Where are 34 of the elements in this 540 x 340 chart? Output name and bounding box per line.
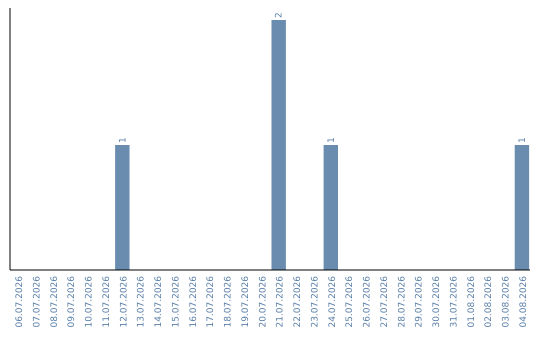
- x-tick-label: 04.08.2026: [518, 276, 529, 328]
- x-tick-label: 15.07.2026: [171, 276, 182, 328]
- data-label: 2: [274, 12, 285, 18]
- x-tick-label: 19.07.2026: [240, 276, 251, 328]
- x-tick-label: 18.07.2026: [224, 276, 234, 328]
- x-tick-label: 24.07.2026: [328, 276, 338, 328]
- x-tick-label: 01.08.2026: [466, 276, 477, 328]
- x-tick-label: 21.07.2026: [276, 276, 286, 328]
- x-tick-label: 06.07.2026: [15, 276, 26, 328]
- x-tick-label: 28.07.2026: [397, 276, 408, 328]
- x-tick-label: 03.08.2026: [502, 276, 512, 328]
- x-tick-label: 17.07.2026: [206, 276, 216, 328]
- x-tick-label: 22.07.2026: [293, 276, 304, 328]
- x-tick-label: 07.07.2026: [32, 276, 42, 328]
- x-tick-label: 26.07.2026: [362, 276, 373, 328]
- x-tick-label: 20.07.2026: [258, 276, 268, 328]
- x-tick-label: 02.08.2026: [484, 276, 494, 328]
- x-tick-label: 13.07.2026: [136, 276, 147, 328]
- x-tick-label: 11.07.2026: [102, 276, 112, 328]
- x-tick-label: 29.07.2026: [414, 276, 425, 328]
- x-tick-label: 16.07.2026: [188, 276, 199, 328]
- data-label: 1: [326, 137, 337, 143]
- data-label: 1: [518, 137, 528, 143]
- x-tick-label: 30.07.2026: [432, 276, 442, 328]
- x-tick-label: 09.07.2026: [67, 276, 78, 328]
- data-label: 1: [118, 137, 128, 143]
- x-tick-label: 31.07.2026: [449, 276, 460, 328]
- x-tick-label: 14.07.2026: [154, 276, 164, 328]
- x-tick-label: 10.07.2026: [84, 276, 95, 328]
- x-tick-label: 23.07.2026: [310, 276, 320, 328]
- x-tick-label: 12.07.2026: [119, 276, 130, 328]
- x-tick-label: 25.07.2026: [345, 276, 356, 328]
- x-tick-label: 27.07.2026: [380, 276, 390, 328]
- x-tick-label: 08.07.2026: [50, 276, 60, 328]
